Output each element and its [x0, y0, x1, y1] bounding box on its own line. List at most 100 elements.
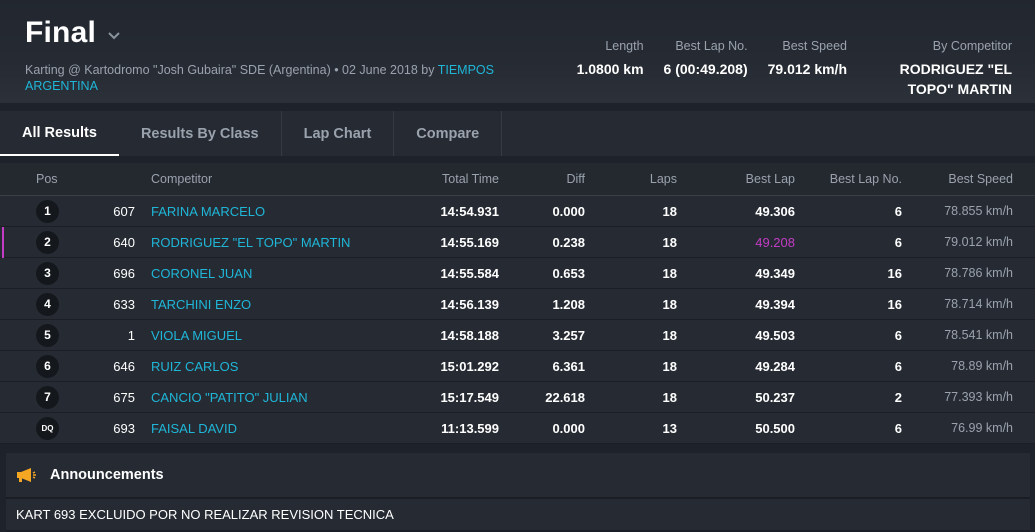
- tab-compare[interactable]: Compare: [394, 111, 503, 156]
- competitor-link[interactable]: FAISAL DAVID: [151, 420, 237, 436]
- best-speed: 78.714 km/h: [944, 297, 1013, 311]
- col-diff[interactable]: Diff: [566, 172, 585, 186]
- organizer-link[interactable]: TIEMPOS ARGENTINA: [25, 63, 494, 93]
- table-row[interactable]: 6 646 RUIZ CARLOS 15:01.292 6.361 18 49.…: [0, 351, 1035, 382]
- col-best-lap-no[interactable]: Best Lap No.: [829, 172, 902, 186]
- stat-label: Length: [605, 39, 644, 53]
- position-badge: 5: [36, 323, 59, 347]
- kart-number: 607: [113, 203, 135, 219]
- laps: 18: [662, 296, 677, 312]
- stat-value: RODRIGUEZ "EL TOPO" MARTIN: [899, 61, 1012, 97]
- position-badge: 6: [36, 354, 59, 378]
- table-row[interactable]: 1 607 FARINA MARCELO 14:54.931 0.000 18 …: [0, 196, 1035, 227]
- kart-number: 633: [113, 296, 135, 312]
- competitor-link[interactable]: CANCIO "PATITO" JULIAN: [151, 389, 308, 405]
- event-info: Karting @ Kartodromo "Josh Gubaira" SDE …: [25, 63, 438, 77]
- best-lap-no: 6: [894, 203, 902, 219]
- total-time: 14:58.188: [440, 327, 499, 343]
- best-lap-no: 6: [894, 420, 902, 436]
- announcements-panel: Announcements KART 693 EXCLUIDO POR NO R…: [6, 453, 1030, 532]
- chevron-down-icon[interactable]: [106, 27, 122, 43]
- table-header: Pos Competitor Total Time Diff Laps Best…: [0, 163, 1035, 196]
- total-time: 11:13.599: [441, 420, 499, 436]
- kart-number: 696: [113, 265, 135, 281]
- stat-best-lap-no: Best Lap No. 6 (00:49.208): [664, 38, 748, 99]
- total-time: 15:01.292: [440, 358, 499, 374]
- position-badge: 3: [36, 261, 59, 285]
- race-stats: Length 1.0800 km Best Lap No. 6 (00:49.2…: [557, 38, 1012, 99]
- best-speed: 78.855 km/h: [944, 204, 1013, 218]
- best-lap-no: 6: [894, 358, 902, 374]
- laps: 18: [662, 203, 677, 219]
- competitor-link[interactable]: CORONEL JUAN: [151, 265, 253, 281]
- diff: 1.208: [552, 296, 585, 312]
- laps: 18: [662, 265, 677, 281]
- pos-cell: 3: [0, 261, 95, 285]
- competitor-link[interactable]: TARCHINI ENZO: [151, 296, 252, 312]
- table-row[interactable]: 4 633 TARCHINI ENZO 14:56.139 1.208 18 4…: [0, 289, 1035, 320]
- results-tabs: All Results Results By Class Lap Chart C…: [0, 111, 1035, 156]
- results-table: Pos Competitor Total Time Diff Laps Best…: [0, 163, 1035, 444]
- stat-label: Best Speed: [782, 39, 847, 53]
- pos-cell: 1: [0, 199, 95, 223]
- best-speed: 78.89 km/h: [951, 359, 1013, 373]
- tab-lap-chart[interactable]: Lap Chart: [282, 111, 395, 156]
- col-total-time[interactable]: Total Time: [442, 172, 499, 186]
- best-lap: 50.500: [755, 420, 795, 436]
- table-row[interactable]: 7 675 CANCIO "PATITO" JULIAN 15:17.549 2…: [0, 382, 1035, 413]
- kart-number: 640: [113, 234, 135, 250]
- table-row[interactable]: 2 640 RODRIGUEZ "EL TOPO" MARTIN 14:55.1…: [0, 227, 1035, 258]
- total-time: 14:55.584: [440, 265, 499, 281]
- best-speed: 77.393 km/h: [944, 390, 1013, 404]
- title-dropdown[interactable]: Final: [25, 16, 122, 50]
- position-badge: 1: [36, 199, 59, 223]
- pos-cell: 5: [0, 323, 95, 347]
- stat-length: Length 1.0800 km: [577, 38, 644, 99]
- best-lap: 49.284: [755, 358, 795, 374]
- competitor-link[interactable]: VIOLA MIGUEL: [151, 327, 243, 343]
- kart-number: 675: [113, 389, 135, 405]
- event-subtitle: Karting @ Kartodromo "Josh Gubaira" SDE …: [25, 62, 525, 94]
- best-lap: 49.306: [755, 203, 795, 219]
- kart-number: 693: [113, 420, 135, 436]
- diff: 0.653: [552, 265, 585, 281]
- table-row[interactable]: 3 696 CORONEL JUAN 14:55.584 0.653 18 49…: [0, 258, 1035, 289]
- stat-value: 1.0800 km: [576, 61, 644, 77]
- tab-all-results[interactable]: All Results: [0, 111, 119, 156]
- position-badge: 7: [36, 385, 59, 409]
- kart-number: 1: [127, 327, 135, 343]
- table-row[interactable]: 5 1 VIOLA MIGUEL 14:58.188 3.257 18 49.5…: [0, 320, 1035, 351]
- col-best-speed[interactable]: Best Speed: [948, 172, 1013, 186]
- tab-results-by-class[interactable]: Results By Class: [119, 111, 282, 156]
- competitor-link[interactable]: RODRIGUEZ "EL TOPO" MARTIN: [151, 234, 351, 250]
- diff: 0.000: [552, 203, 585, 219]
- pos-cell: 4: [0, 292, 95, 316]
- competitor-link[interactable]: RUIZ CARLOS: [151, 358, 239, 374]
- diff: 0.000: [552, 420, 585, 436]
- announcements-title: Announcements: [50, 467, 164, 483]
- total-time: 14:56.139: [440, 296, 499, 312]
- laps: 13: [662, 420, 677, 436]
- diff: 22.618: [545, 389, 585, 405]
- col-laps[interactable]: Laps: [649, 172, 677, 186]
- best-lap-no: 6: [894, 234, 902, 250]
- competitor-link[interactable]: FARINA MARCELO: [151, 203, 266, 219]
- stat-best-speed: Best Speed 79.012 km/h: [768, 38, 847, 99]
- diff: 6.361: [552, 358, 585, 374]
- megaphone-icon: [17, 468, 36, 482]
- stat-label: By Competitor: [932, 39, 1012, 53]
- best-lap-no: 16: [887, 296, 902, 312]
- position-badge: 2: [36, 230, 59, 254]
- position-badge: DQ: [36, 416, 59, 440]
- table-row[interactable]: DQ 693 FAISAL DAVID 11:13.599 0.000 13 5…: [0, 413, 1035, 444]
- col-competitor[interactable]: Competitor: [151, 172, 213, 186]
- best-speed: 78.786 km/h: [944, 266, 1013, 280]
- laps: 18: [662, 358, 677, 374]
- pos-cell: 2: [0, 230, 95, 254]
- stat-value: 6 (00:49.208): [663, 61, 748, 77]
- pos-cell: 7: [0, 385, 95, 409]
- col-best-lap[interactable]: Best Lap: [745, 172, 795, 186]
- col-pos[interactable]: Pos: [36, 172, 58, 186]
- page-title: Final: [25, 16, 97, 49]
- best-lap-no: 6: [894, 327, 902, 343]
